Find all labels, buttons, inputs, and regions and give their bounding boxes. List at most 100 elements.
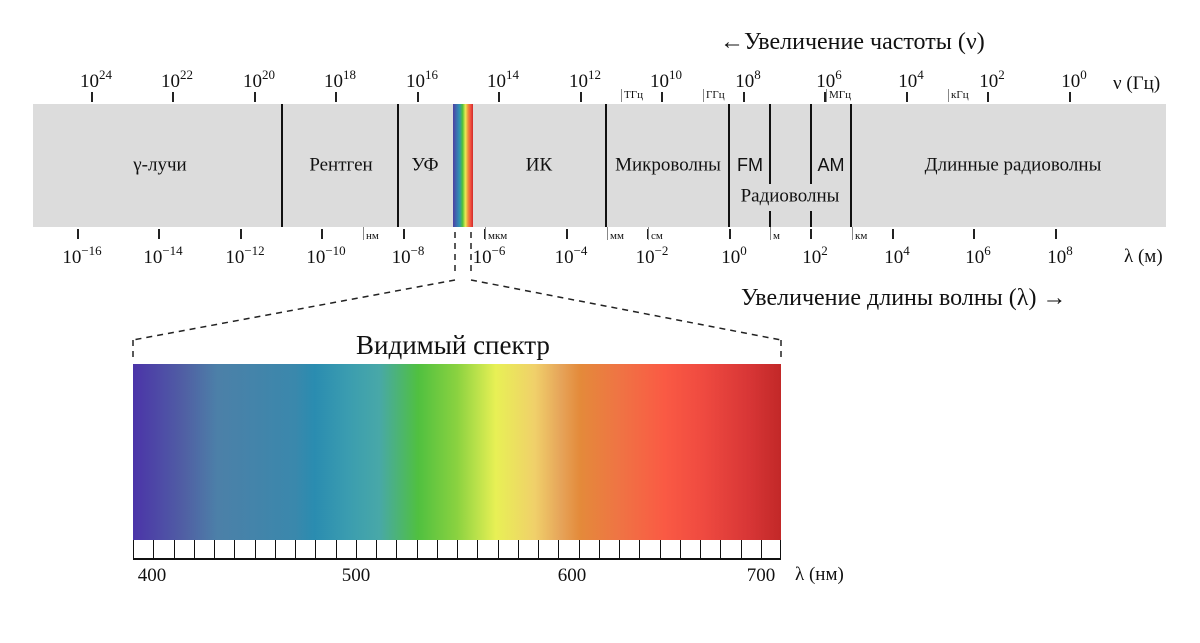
region-divider (810, 211, 812, 227)
frequency-tick (824, 92, 826, 102)
frequency-tick (661, 92, 663, 102)
frequency-tick-label: 1010 (650, 67, 682, 92)
frequency-tick (498, 92, 500, 102)
region-divider (605, 104, 607, 227)
region-divider (728, 104, 730, 227)
wavelength-tick (158, 229, 160, 239)
wavelength-tick (1055, 229, 1057, 239)
unit-marker (948, 89, 949, 102)
ruler-tick (133, 540, 134, 558)
frequency-tick (580, 92, 582, 102)
ruler-tick (174, 540, 175, 558)
unit-marker (607, 227, 608, 240)
frequency-tick (172, 92, 174, 102)
region-label: Рентген (309, 154, 373, 176)
region-divider (769, 211, 771, 227)
frequency-tick-label: 108 (735, 67, 761, 92)
ruler-tick (720, 540, 721, 558)
wavelength-tick-label: 10−12 (225, 243, 265, 268)
ruler-tick (680, 540, 681, 558)
ruler-tick (336, 540, 337, 558)
frequency-unit-label: ν (Гц) (1113, 73, 1161, 94)
wavelength-tick (566, 229, 568, 239)
visible-spectrum-gradient (133, 364, 781, 540)
wavelength-tick (810, 229, 812, 239)
visible-tick-label: 600 (557, 565, 587, 586)
frequency-tick-label: 1016 (406, 67, 438, 92)
ruler-tick (780, 540, 781, 558)
frequency-tick-label: 1012 (569, 67, 601, 92)
ruler-tick (579, 540, 580, 558)
region-label: Радиоволны (740, 185, 840, 207)
wavelength-unit-small: мм (610, 230, 624, 242)
ruler-tick (518, 540, 519, 558)
ruler-tick (700, 540, 701, 558)
unit-marker (852, 227, 853, 240)
wavelength-tick (892, 229, 894, 239)
ruler-tick (295, 540, 296, 558)
unit-marker (485, 227, 486, 240)
wavelength-tick-label: 10−2 (635, 243, 669, 268)
ruler-tick (194, 540, 195, 558)
frequency-tick-label: 1024 (80, 67, 112, 92)
ruler-tick (558, 540, 559, 558)
frequency-tick-label: 1014 (487, 67, 519, 92)
unit-marker (648, 227, 649, 240)
wavelength-unit-small: мкм (488, 230, 508, 242)
visible-tick-label: 700 (746, 565, 776, 586)
frequency-tick (743, 92, 745, 102)
visible-tick-label: 500 (341, 565, 371, 586)
ruler-tick (761, 540, 762, 558)
wavelength-tick (403, 229, 405, 239)
wavelength-tick-label: 10−16 (62, 243, 102, 268)
wavelength-tick-label: 10−8 (391, 243, 425, 268)
wavelength-unit-small: нм (366, 230, 379, 242)
frequency-tick (254, 92, 256, 102)
ruler-tick (660, 540, 661, 558)
unit-marker (621, 89, 622, 102)
wavelength-tick-label: 104 (884, 243, 910, 268)
frequency-tick (91, 92, 93, 102)
wavelength-tick (729, 229, 731, 239)
wavelength-tick-label: 102 (802, 243, 828, 268)
visible-band-strip (453, 104, 473, 227)
visible-spectrum-title: Видимый спектр (356, 330, 550, 360)
unit-marker (363, 227, 364, 240)
frequency-tick-label: 1022 (161, 67, 193, 92)
ruler-tick (376, 540, 377, 558)
ruler-tick (477, 540, 478, 558)
ruler-tick (234, 540, 235, 558)
visible-tick-label: 400 (137, 565, 167, 586)
frequency-tick-label: 104 (898, 67, 924, 92)
wavelength-unit-label: λ (м) (1124, 246, 1163, 267)
region-label: УФ (411, 154, 439, 176)
visible-wavelength-ruler (133, 540, 781, 560)
wavelength-tick-label: 108 (1047, 243, 1073, 268)
region-label: Длинные радиоволны (924, 154, 1102, 176)
region-divider (281, 104, 283, 227)
frequency-tick-label: 1018 (324, 67, 356, 92)
frequency-tick-label: 102 (979, 67, 1005, 92)
region-divider (850, 104, 852, 227)
frequency-tick-label: 106 (816, 67, 842, 92)
ruler-tick (315, 540, 316, 558)
wavelength-tick (973, 229, 975, 239)
region-divider (769, 104, 771, 184)
frequency-tick (987, 92, 989, 102)
region-divider (810, 104, 812, 184)
region-label: AM (817, 155, 845, 175)
ruler-tick (498, 540, 499, 558)
wavelength-direction-label: Увеличение длины волны (λ) → (741, 285, 1067, 311)
wavelength-tick-label: 10−6 (472, 243, 506, 268)
region-label: ИК (525, 154, 553, 176)
frequency-direction-label: ←Увеличение частоты (ν) (720, 29, 985, 55)
visible-unit-label: λ (нм) (795, 564, 844, 585)
frequency-tick-label: 1020 (243, 67, 275, 92)
frequency-tick-label: 100 (1061, 67, 1087, 92)
ruler-tick (255, 540, 256, 558)
unit-marker (770, 227, 771, 240)
region-label: Микроволны (615, 154, 721, 176)
ruler-tick (356, 540, 357, 558)
wavelength-tick-label: 10−4 (554, 243, 588, 268)
ruler-tick (417, 540, 418, 558)
